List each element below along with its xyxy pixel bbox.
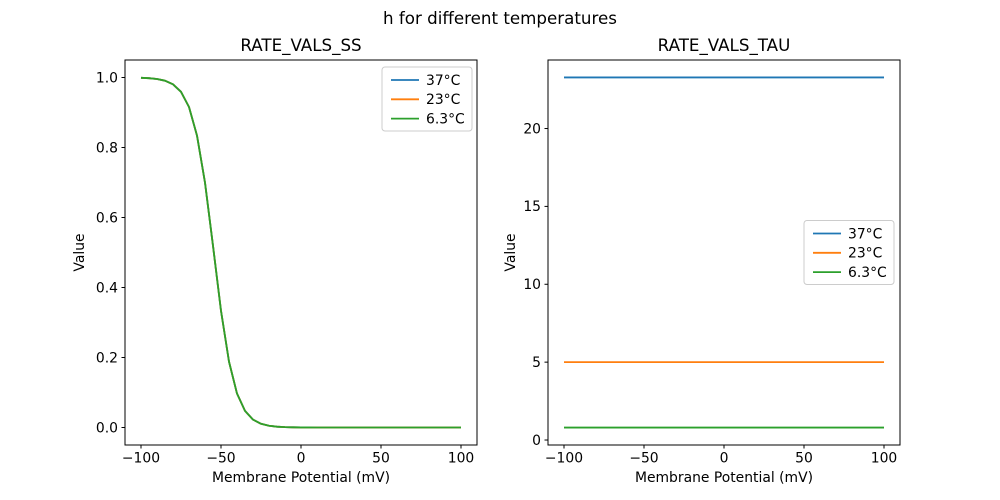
legend-box <box>803 220 895 285</box>
y-tick-label: 10 <box>523 277 541 293</box>
y-tick-label: 0.6 <box>96 210 118 226</box>
y-tick-label: 0.4 <box>96 280 118 296</box>
x-tick-label: 100 <box>871 451 898 467</box>
x-tick-label: 100 <box>448 451 475 467</box>
y-tick-label: 20 <box>523 121 541 137</box>
y-tick-label: 5 <box>532 355 541 371</box>
y-tick-label: 15 <box>523 199 541 215</box>
x-tick-label: −100 <box>122 451 160 467</box>
legend-entry-label: 23°C <box>426 92 460 108</box>
series-line-6.3C <box>140 76 461 429</box>
x-tick-label: −50 <box>629 451 658 467</box>
y-tick-label: 0.8 <box>96 140 118 156</box>
x-tick-label: 0 <box>297 451 306 467</box>
x-axis-label: Membrane Potential (mV) <box>212 470 390 486</box>
legend-entry-label: 37°C <box>426 73 460 89</box>
x-tick-label: −100 <box>545 451 583 467</box>
subplot-ss: −100 −50 0 50 100 0.0 0.2 0.4 0.6 0.8 1.0 RATE_VALS… <box>72 35 478 486</box>
x-tick-label: 50 <box>372 451 390 467</box>
subplot-title: RATE_VALS_SS <box>240 35 361 56</box>
legend-entry-label: 6.3°C <box>848 265 887 281</box>
y-tick-label: 1.0 <box>96 70 118 86</box>
x-axis-label: Membrane Potential (mV) <box>635 470 813 486</box>
x-tick-label: 0 <box>720 451 729 467</box>
y-axis-label: Value <box>503 233 519 271</box>
legend-entry-label: 6.3°C <box>426 111 465 127</box>
x-tick-label: 50 <box>795 451 813 467</box>
subplot-tau: −100 −50 0 50 100 0 5 10 15 20 RATE_VALS_TAU Membra… <box>503 35 901 486</box>
legend-entry-label: 37°C <box>848 226 882 242</box>
subplot-title: RATE_VALS_TAU <box>658 35 791 56</box>
y-axis-label: Value <box>72 233 88 271</box>
figure-suptitle: h for different temperatures <box>383 8 617 28</box>
y-tick-label: 0.0 <box>96 420 118 436</box>
legend-entry-label: 23°C <box>848 246 882 262</box>
x-tick-label: −50 <box>206 451 235 467</box>
y-tick-label: 0.2 <box>96 350 118 366</box>
legend-box <box>381 66 473 132</box>
y-tick-label: 0 <box>532 433 541 449</box>
